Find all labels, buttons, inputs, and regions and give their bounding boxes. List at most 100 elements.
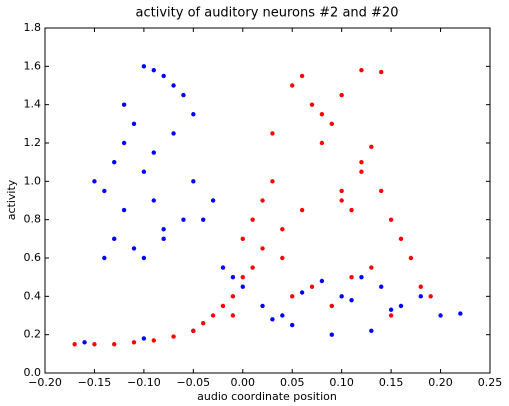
y-axis-label: activity [5, 179, 18, 220]
point [230, 274, 236, 280]
point [112, 159, 117, 165]
x-tick-label: 0.15 [379, 376, 404, 389]
x-tick-label: −0.15 [78, 376, 112, 389]
point [339, 188, 344, 194]
point [349, 274, 354, 280]
point [299, 73, 305, 79]
point [141, 336, 147, 341]
point [131, 121, 137, 127]
point [290, 322, 295, 328]
point [112, 236, 117, 242]
point [171, 83, 176, 88]
point [369, 265, 374, 270]
x-tick-label: 0.10 [329, 376, 354, 389]
point [388, 313, 394, 318]
point [191, 179, 196, 184]
point [270, 179, 275, 184]
point [349, 207, 354, 213]
point [121, 140, 127, 146]
point [191, 112, 196, 117]
point [379, 69, 384, 75]
point [319, 112, 325, 117]
point [102, 188, 107, 194]
point [171, 131, 176, 136]
point [428, 294, 433, 299]
point [418, 294, 423, 299]
point [339, 294, 344, 299]
point [121, 207, 127, 213]
point [230, 294, 236, 299]
point [220, 303, 226, 309]
x-axis-label: audio coordinate position [197, 390, 337, 403]
point [220, 265, 226, 270]
point [438, 313, 443, 318]
point [359, 169, 364, 174]
y-tick-label: 0.6 [24, 251, 42, 264]
point [210, 313, 216, 318]
point [181, 92, 186, 98]
point [369, 144, 374, 150]
point [161, 73, 166, 79]
y-tick-label: 1.2 [24, 136, 42, 149]
point [418, 284, 423, 289]
point [131, 246, 137, 251]
x-tick-label: 0.05 [280, 376, 305, 389]
y-tick-label: 0.8 [24, 213, 42, 226]
point [72, 342, 77, 347]
point [408, 255, 414, 261]
point [260, 303, 265, 309]
point [319, 140, 325, 146]
point [359, 274, 364, 280]
point [201, 320, 206, 326]
point [210, 198, 216, 203]
point [92, 179, 97, 184]
y-tick-label: 0.4 [24, 289, 42, 302]
point [369, 328, 374, 334]
point [141, 169, 147, 174]
point [250, 265, 255, 270]
x-tick-label: −0.20 [28, 376, 62, 389]
point [398, 303, 404, 309]
point [112, 342, 117, 347]
point [141, 255, 147, 261]
point [319, 278, 325, 284]
point [270, 131, 275, 136]
point [359, 67, 364, 73]
y-tick-label: 0.0 [24, 366, 42, 379]
point [398, 236, 404, 242]
point [181, 217, 186, 222]
y-tick-label: 0.2 [24, 328, 42, 341]
point [131, 340, 137, 345]
point [121, 102, 127, 107]
point [299, 207, 305, 213]
point [458, 311, 463, 316]
point [280, 255, 285, 261]
point [260, 246, 265, 251]
x-tick-label: 0.25 [478, 376, 503, 389]
point [309, 102, 315, 107]
point [339, 198, 344, 203]
point [141, 64, 147, 69]
point [260, 198, 265, 203]
point [161, 236, 166, 242]
point [379, 284, 384, 289]
x-tick-label: −0.05 [176, 376, 210, 389]
point [299, 290, 305, 295]
x-tick-label: −0.10 [127, 376, 161, 389]
point [329, 121, 334, 127]
point [280, 227, 285, 232]
point [388, 307, 394, 312]
point [151, 150, 156, 155]
point [388, 217, 394, 222]
point [359, 159, 364, 165]
point [171, 334, 176, 339]
y-tick-label: 1.4 [24, 98, 42, 111]
y-tick-label: 1.0 [24, 174, 42, 187]
y-tick-label: 1.6 [24, 59, 42, 72]
x-tick-label: 0.00 [231, 376, 256, 389]
point [250, 217, 255, 222]
plot-frame [44, 27, 491, 374]
point [270, 317, 275, 322]
